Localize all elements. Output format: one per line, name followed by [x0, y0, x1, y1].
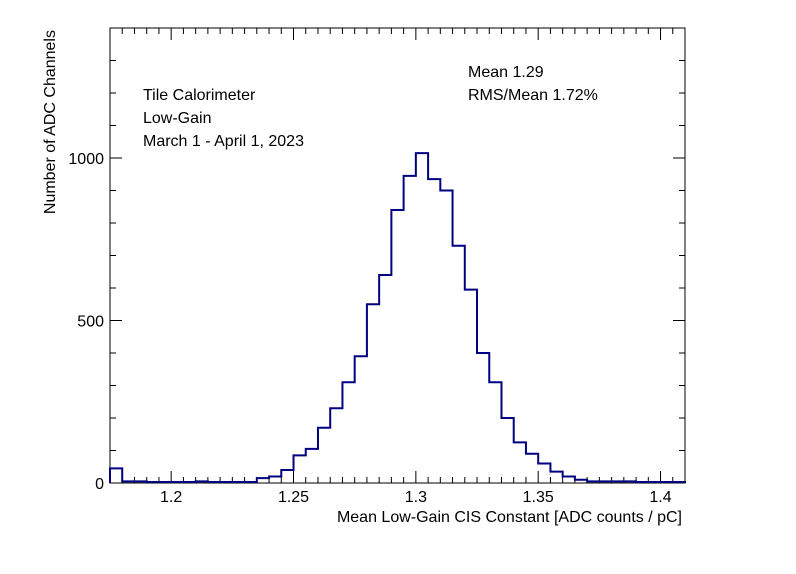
- x-tick-label: 1.35: [523, 489, 554, 506]
- histogram-series: [109, 152, 686, 484]
- annotation-period: March 1 - April 1, 2023: [143, 133, 304, 150]
- annotation-rms-mean: RMS/Mean 1.72%: [468, 87, 598, 104]
- y-tick-label: 500: [77, 314, 104, 331]
- annotation-experiment: Tile Calorimeter: [143, 87, 256, 104]
- annotation-mean: Mean 1.29: [468, 64, 544, 81]
- annotation-gain: Low-Gain: [143, 110, 211, 127]
- y-tick-label: 1000: [68, 151, 104, 168]
- y-tick-label: 0: [95, 476, 104, 493]
- x-axis-label: Mean Low-Gain CIS Constant [ADC counts /…: [337, 509, 682, 526]
- y-axis-label: Number of ADC Channels: [42, 30, 59, 214]
- x-tick-label: 1.2: [160, 489, 182, 506]
- y-axis-ticks: 0 500 1000: [68, 60, 685, 493]
- x-axis-ticks: 1.2 1.25 1.3 1.35 1.4: [121, 28, 674, 506]
- x-tick-label: 1.25: [278, 489, 309, 506]
- x-tick-label: 1.4: [649, 489, 671, 506]
- x-tick-label: 1.3: [405, 489, 427, 506]
